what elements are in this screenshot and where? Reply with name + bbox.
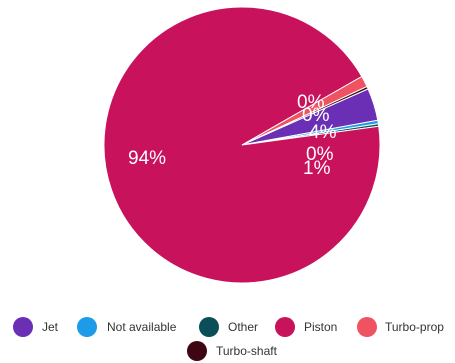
slice-label-piston: 94%	[128, 148, 166, 169]
legend-label-jet: Jet	[42, 320, 59, 334]
slice-label-not-available: 0%	[302, 105, 330, 126]
slice-label-turbo-shaft: 0%	[306, 144, 334, 165]
legend-item-turbo-shaft[interactable]: Turbo-shaft	[187, 341, 278, 361]
slice-label-other: 0%	[297, 92, 325, 113]
legend-swatch-jet	[13, 317, 33, 337]
legend-item-jet[interactable]: Jet	[13, 317, 59, 337]
legend-label-other: Other	[228, 320, 258, 334]
legend-item-not-available[interactable]: Not available	[77, 317, 177, 337]
legend-item-piston[interactable]: Piston	[275, 317, 337, 337]
legend-swatch-turbo-shaft	[187, 341, 207, 361]
legend-swatch-piston	[275, 317, 295, 337]
legend-swatch-other	[199, 317, 219, 337]
legend: Jet Not available Other Piston Turbo-pro…	[13, 317, 444, 361]
slice-labels: 94% 0% 0% 4% 0% 1%	[128, 92, 337, 179]
slice-label-turbo-prop: 1%	[303, 158, 331, 179]
legend-label-turbo-prop: Turbo-prop	[385, 320, 444, 334]
pie-slices	[103, 6, 381, 284]
slice-label-jet: 4%	[309, 122, 337, 143]
slice-turbo-shaft[interactable]	[241, 85, 369, 146]
legend-item-other[interactable]: Other	[199, 317, 258, 337]
legend-item-turbo-prop[interactable]: Turbo-prop	[357, 317, 444, 337]
legend-swatch-turbo-prop	[357, 317, 377, 337]
legend-label-turbo-shaft: Turbo-shaft	[216, 344, 278, 358]
legend-label-piston: Piston	[304, 320, 337, 334]
legend-label-not-available: Not available	[107, 320, 177, 334]
legend-swatch-not-available	[77, 317, 97, 337]
